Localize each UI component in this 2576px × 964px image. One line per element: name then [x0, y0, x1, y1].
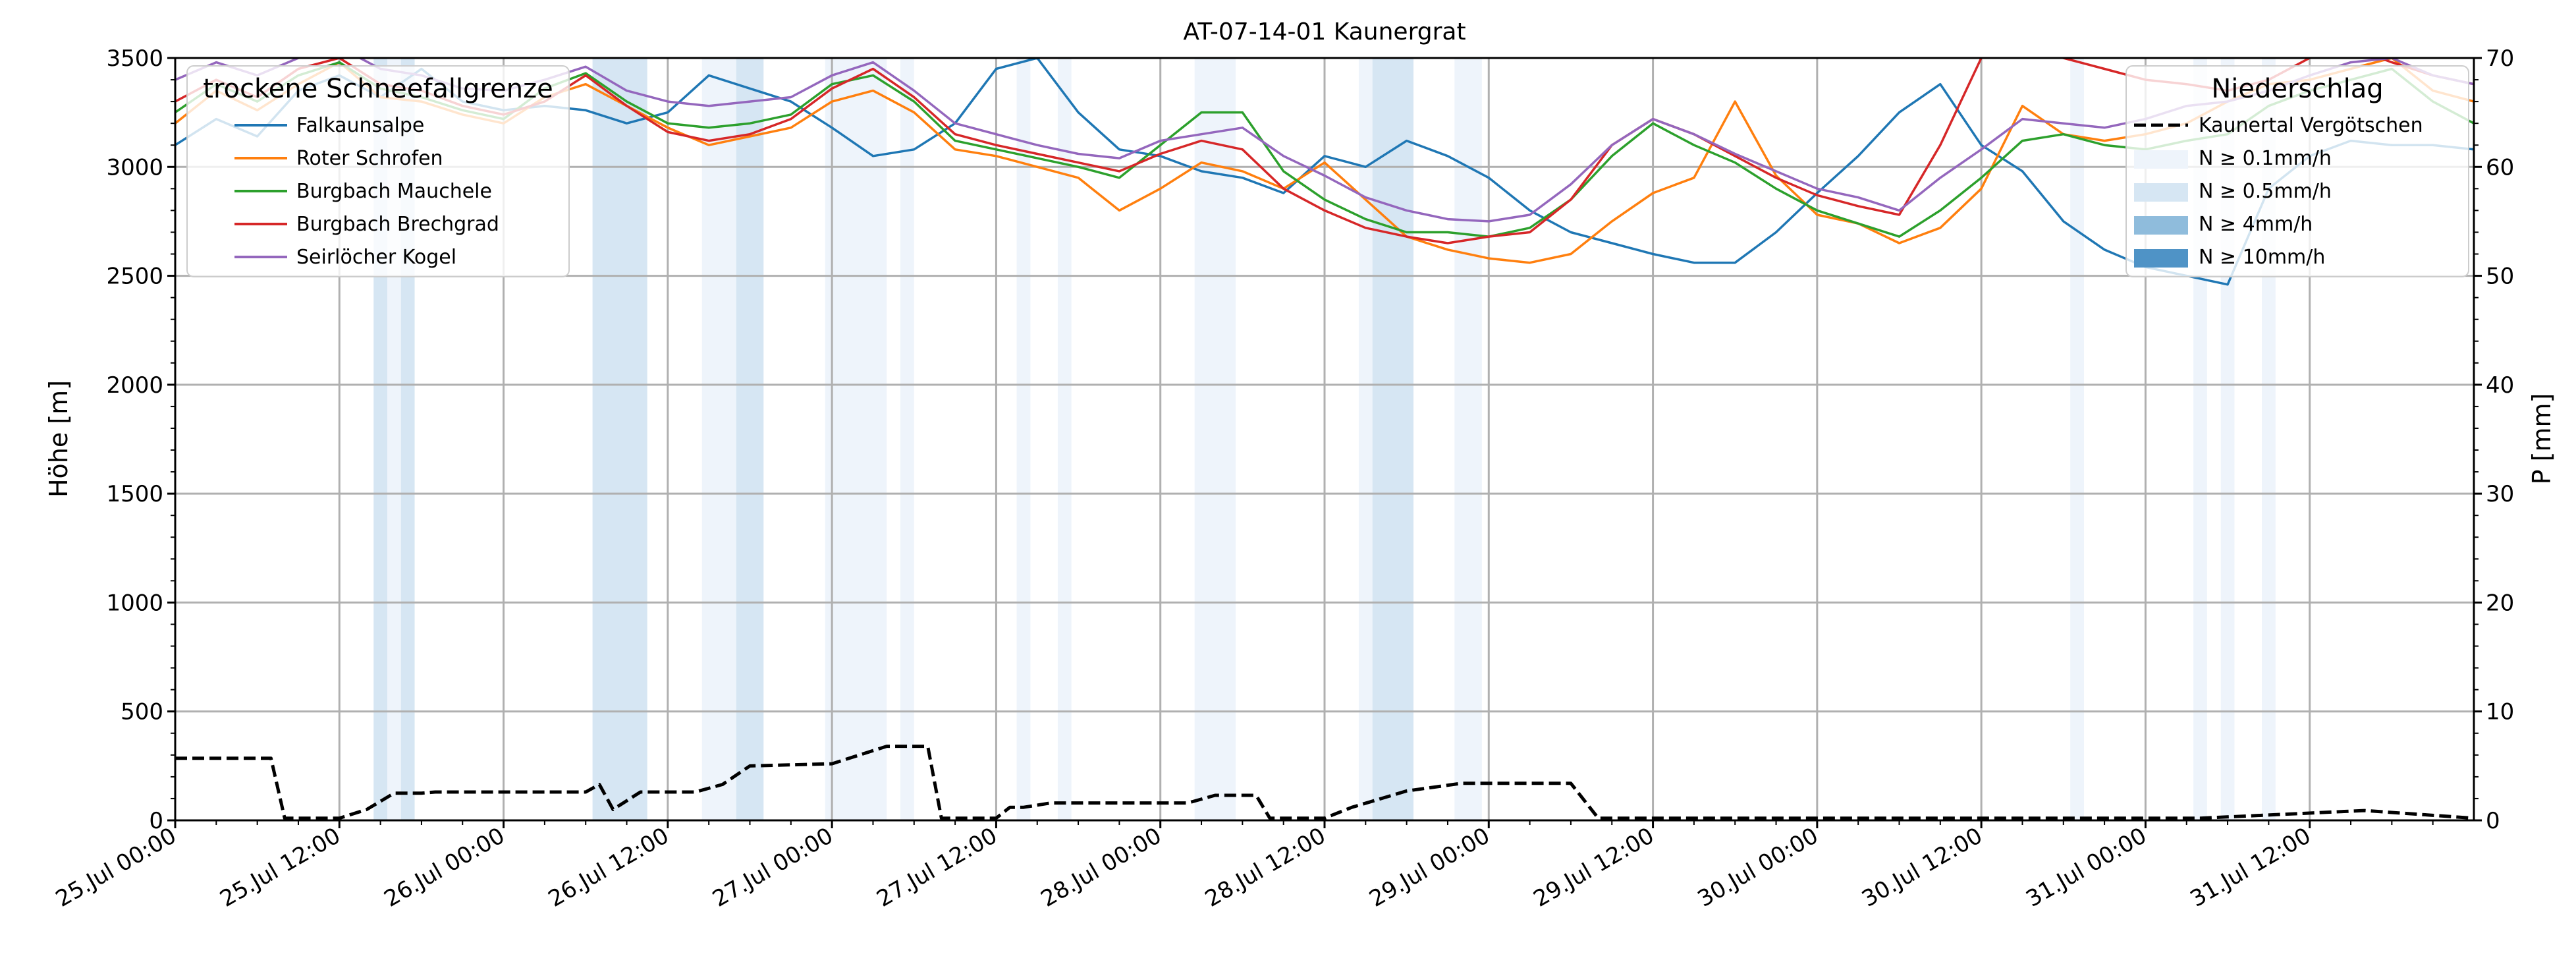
x-tick-label: 27.Jul 00:00 [708, 822, 838, 913]
precip-band [2070, 58, 2084, 820]
y-tick-label-right: 60 [2486, 154, 2514, 181]
y-tick-label-right: 30 [2486, 481, 2514, 507]
legend-stations-title: trockene Schneefallgrenze [203, 74, 553, 104]
y-tick-label-right: 50 [2486, 264, 2514, 290]
x-tick-label: 28.Jul 00:00 [1037, 822, 1166, 913]
x-tick-label: 30.Jul 00:00 [1693, 822, 1823, 913]
legend-precip-station: Kaunertal Vergötschen [2199, 114, 2423, 137]
precip-band [845, 58, 887, 820]
legend-entry-label: Burgbach Mauchele [296, 180, 492, 203]
legend-band-swatch [2134, 183, 2188, 202]
y-tick-label-left: 1500 [106, 481, 163, 507]
precip-band [1358, 58, 1373, 820]
legend-band-label: N ≥ 0.5mm/h [2199, 180, 2332, 203]
y-tick-label-left: 500 [121, 699, 163, 725]
legend-band-swatch [2134, 249, 2188, 268]
precip-band [1372, 58, 1414, 820]
legend-stations: trockene Schneefallgrenze Falkaunsalpe Ro… [186, 65, 570, 277]
y-tick-label-right: 10 [2486, 699, 2514, 725]
legend-entry-label: Seirlöcher Kogel [296, 246, 456, 269]
legend-entry-label: Falkaunsalpe [296, 114, 424, 137]
precip-band [1016, 58, 1031, 820]
x-tick-label: 28.Jul 12:00 [1201, 822, 1330, 913]
legend-band-label: N ≥ 10mm/h [2199, 246, 2325, 269]
precip-band [825, 58, 846, 820]
y-tick-label-left: 2000 [106, 372, 163, 399]
y-tick-label-left: 3500 [106, 45, 163, 72]
precip-band [1194, 58, 1236, 820]
legend-band-swatch [2134, 150, 2188, 169]
x-tick-label: 31.Jul 12:00 [2186, 822, 2316, 913]
y-tick-label-right: 40 [2486, 372, 2514, 399]
legend-band-swatch [2134, 216, 2188, 235]
y-axis-label-right: P [mm] [2527, 393, 2556, 485]
precip-band [701, 58, 736, 820]
precip-band [1454, 58, 1482, 820]
x-tick-label: 26.Jul 00:00 [379, 822, 509, 913]
y-tick-label-right: 70 [2486, 45, 2514, 72]
y-tick-label-left: 1000 [106, 590, 163, 616]
y-tick-label-right: 0 [2486, 808, 2500, 834]
precip-band [736, 58, 764, 820]
x-tick-label: 30.Jul 12:00 [1857, 822, 1987, 913]
x-tick-label: 25.Jul 12:00 [215, 822, 345, 913]
series-line [175, 745, 2474, 820]
x-tick-label: 29.Jul 00:00 [1365, 822, 1494, 913]
x-tick-label: 27.Jul 12:00 [872, 822, 1002, 913]
precip-band [900, 58, 914, 820]
y-tick-label-left: 2500 [106, 264, 163, 290]
legend-entry-label: Roter Schrofen [296, 147, 443, 170]
legend-band-label: N ≥ 4mm/h [2199, 213, 2313, 236]
x-tick-label: 26.Jul 12:00 [544, 822, 674, 913]
precip-band [1057, 58, 1072, 820]
legend-band-label: N ≥ 0.1mm/h [2199, 147, 2332, 170]
y-axis-label-left: Höhe [m] [44, 380, 73, 497]
y-tick-label-left: 0 [149, 808, 163, 834]
y-tick-label-left: 3000 [106, 154, 163, 181]
precip-band [592, 58, 647, 820]
legend-precipitation: Niederschlag Kaunertal Vergötschen N ≥ 0… [2125, 65, 2469, 277]
y-tick-label-right: 20 [2486, 590, 2514, 616]
chart-title: AT-07-14-01 Kaunergrat [1183, 18, 1466, 45]
x-tick-label: 25.Jul 00:00 [51, 822, 181, 913]
legend-entry-label: Burgbach Brechgrad [296, 213, 499, 236]
x-tick-label: 29.Jul 12:00 [1529, 822, 1658, 913]
legend-precipitation-title: Niederschlag [2211, 74, 2383, 104]
x-tick-label: 31.Jul 00:00 [2021, 822, 2151, 913]
